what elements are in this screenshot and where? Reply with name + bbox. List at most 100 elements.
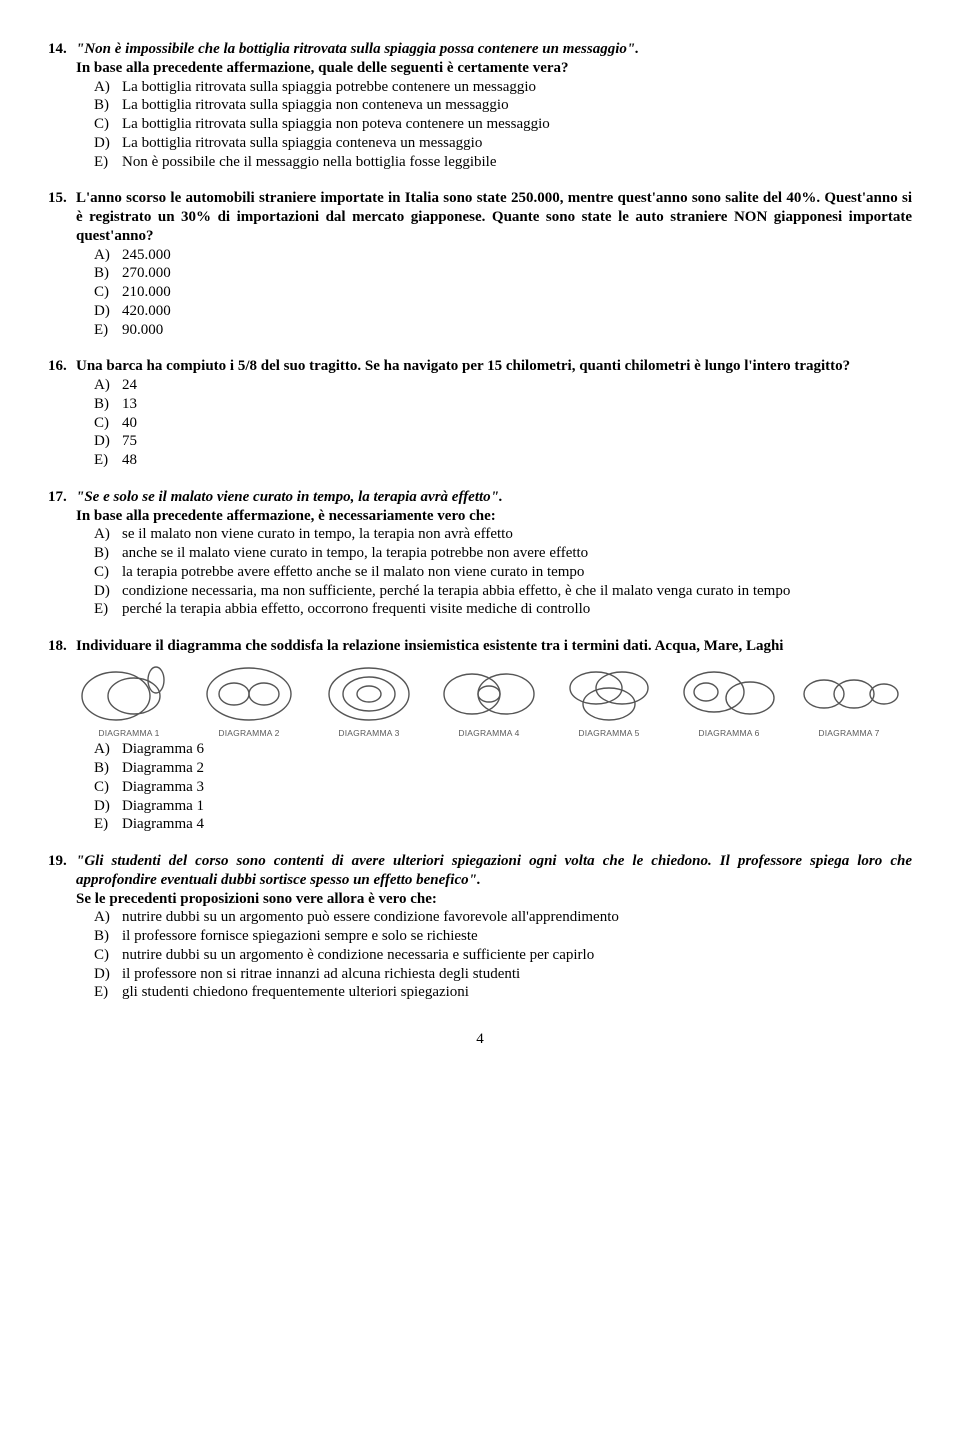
opt-letter: E): [94, 600, 122, 619]
opt-text: 420.000: [122, 302, 912, 321]
question-18: 18. Individuare il diagramma che soddisf…: [48, 637, 912, 834]
opt-letter: E): [94, 153, 122, 172]
option: E)Diagramma 4: [94, 815, 912, 834]
option: C)Diagramma 3: [94, 778, 912, 797]
option: B)La bottiglia ritrovata sulla spiaggia …: [94, 96, 912, 115]
venn-icon: [796, 662, 902, 726]
option: A)La bottiglia ritrovata sulla spiaggia …: [94, 78, 912, 97]
options: A)Diagramma 6 B)Diagramma 2 C)Diagramma …: [94, 740, 912, 834]
venn-icon: [556, 662, 662, 726]
q-stem: L'anno scorso le automobili straniere im…: [76, 189, 912, 245]
opt-letter: D): [94, 432, 122, 451]
option: D)il professore non si ritrae innanzi ad…: [94, 965, 912, 984]
diagram-2: DIAGRAMMA 2: [196, 662, 302, 739]
q-number: 17.: [48, 488, 76, 619]
opt-letter: C): [94, 946, 122, 965]
opt-text: 245.000: [122, 246, 912, 265]
stem-italic: "Se e solo se il malato viene curato in …: [76, 489, 503, 505]
option: A)se il malato non viene curato in tempo…: [94, 525, 912, 544]
stem-bold: In base alla precedente affermazione, è …: [76, 508, 496, 524]
opt-letter: E): [94, 321, 122, 340]
q-stem: "Se e solo se il malato viene curato in …: [76, 488, 912, 526]
option: A)Diagramma 6: [94, 740, 912, 759]
opt-text: Diagramma 6: [122, 740, 912, 759]
option: E)48: [94, 451, 912, 470]
diagram-5: DIAGRAMMA 5: [556, 662, 662, 739]
opt-letter: C): [94, 115, 122, 134]
question-16: 16. Una barca ha compiuto i 5/8 del suo …: [48, 357, 912, 470]
opt-text: 75: [122, 432, 912, 451]
opt-text: 40: [122, 414, 912, 433]
opt-letter: E): [94, 983, 122, 1002]
opt-letter: D): [94, 965, 122, 984]
opt-text: 270.000: [122, 264, 912, 283]
diagrams-row: DIAGRAMMA 1 DIAGRAMMA 2: [76, 662, 912, 739]
opt-letter: B): [94, 544, 122, 563]
opt-letter: A): [94, 908, 122, 927]
stem-italic: "Non è impossibile che la bottiglia ritr…: [76, 41, 639, 57]
opt-text: Diagramma 2: [122, 759, 912, 778]
opt-letter: C): [94, 778, 122, 797]
options: A)24 B)13 C)40 D)75 E)48: [94, 376, 912, 470]
stem-bold: Una barca ha compiuto i 5/8 del suo trag…: [76, 358, 850, 374]
diagram-label: DIAGRAMMA 6: [698, 728, 759, 739]
option: B)il professore fornisce spiegazioni sem…: [94, 927, 912, 946]
opt-letter: B): [94, 759, 122, 778]
question-15: 15. L'anno scorso le automobili stranier…: [48, 189, 912, 339]
stem-bold: Individuare il diagramma che soddisfa la…: [76, 638, 783, 654]
opt-text: condizione necessaria, ma non sufficient…: [122, 582, 912, 601]
diagram-label: DIAGRAMMA 1: [98, 728, 159, 739]
opt-letter: C): [94, 283, 122, 302]
opt-letter: D): [94, 797, 122, 816]
opt-text: se il malato non viene curato in tempo, …: [122, 525, 912, 544]
opt-text: la terapia potrebbe avere effetto anche …: [122, 563, 912, 582]
opt-letter: C): [94, 414, 122, 433]
diagram-7: DIAGRAMMA 7: [796, 662, 902, 739]
q-number: 16.: [48, 357, 76, 470]
opt-letter: E): [94, 451, 122, 470]
opt-text: La bottiglia ritrovata sulla spiaggia no…: [122, 96, 912, 115]
option: E)gli studenti chiedono frequentemente u…: [94, 983, 912, 1002]
opt-text: Diagramma 3: [122, 778, 912, 797]
option: E)Non è possibile che il messaggio nella…: [94, 153, 912, 172]
diagram-label: DIAGRAMMA 5: [578, 728, 639, 739]
stem-bold: L'anno scorso le automobili straniere im…: [76, 190, 912, 244]
option: C)nutrire dubbi su un argomento è condiz…: [94, 946, 912, 965]
option: B)anche se il malato viene curato in tem…: [94, 544, 912, 563]
options: A)La bottiglia ritrovata sulla spiaggia …: [94, 78, 912, 172]
opt-letter: B): [94, 96, 122, 115]
opt-text: Diagramma 4: [122, 815, 912, 834]
opt-letter: C): [94, 563, 122, 582]
option: B)Diagramma 2: [94, 759, 912, 778]
opt-letter: A): [94, 376, 122, 395]
question-14: 14. "Non è impossibile che la bottiglia …: [48, 40, 912, 171]
option: D)La bottiglia ritrovata sulla spiaggia …: [94, 134, 912, 153]
option: A)nutrire dubbi su un argomento può esse…: [94, 908, 912, 927]
diagram-4: DIAGRAMMA 4: [436, 662, 542, 739]
stem-italic: "Gli studenti del corso sono contenti di…: [76, 853, 912, 888]
opt-letter: D): [94, 302, 122, 321]
diagram-label: DIAGRAMMA 2: [218, 728, 279, 739]
opt-text: nutrire dubbi su un argomento è condizio…: [122, 946, 912, 965]
q-number: 18.: [48, 637, 76, 834]
opt-text: nutrire dubbi su un argomento può essere…: [122, 908, 912, 927]
diagram-label: DIAGRAMMA 3: [338, 728, 399, 739]
opt-text: anche se il malato viene curato in tempo…: [122, 544, 912, 563]
opt-text: gli studenti chiedono frequentemente ult…: [122, 983, 912, 1002]
diagram-label: DIAGRAMMA 4: [458, 728, 519, 739]
option: D)75: [94, 432, 912, 451]
q-number: 19.: [48, 852, 76, 1002]
opt-letter: B): [94, 927, 122, 946]
opt-letter: A): [94, 525, 122, 544]
opt-letter: D): [94, 134, 122, 153]
opt-letter: B): [94, 395, 122, 414]
q-stem: "Non è impossibile che la bottiglia ritr…: [76, 40, 912, 78]
option: A)245.000: [94, 246, 912, 265]
venn-icon: [316, 662, 422, 726]
page-number: 4: [48, 1030, 912, 1049]
option: B)270.000: [94, 264, 912, 283]
opt-text: Diagramma 1: [122, 797, 912, 816]
option: B)13: [94, 395, 912, 414]
q-number: 15.: [48, 189, 76, 339]
opt-text: La bottiglia ritrovata sulla spiaggia po…: [122, 78, 912, 97]
